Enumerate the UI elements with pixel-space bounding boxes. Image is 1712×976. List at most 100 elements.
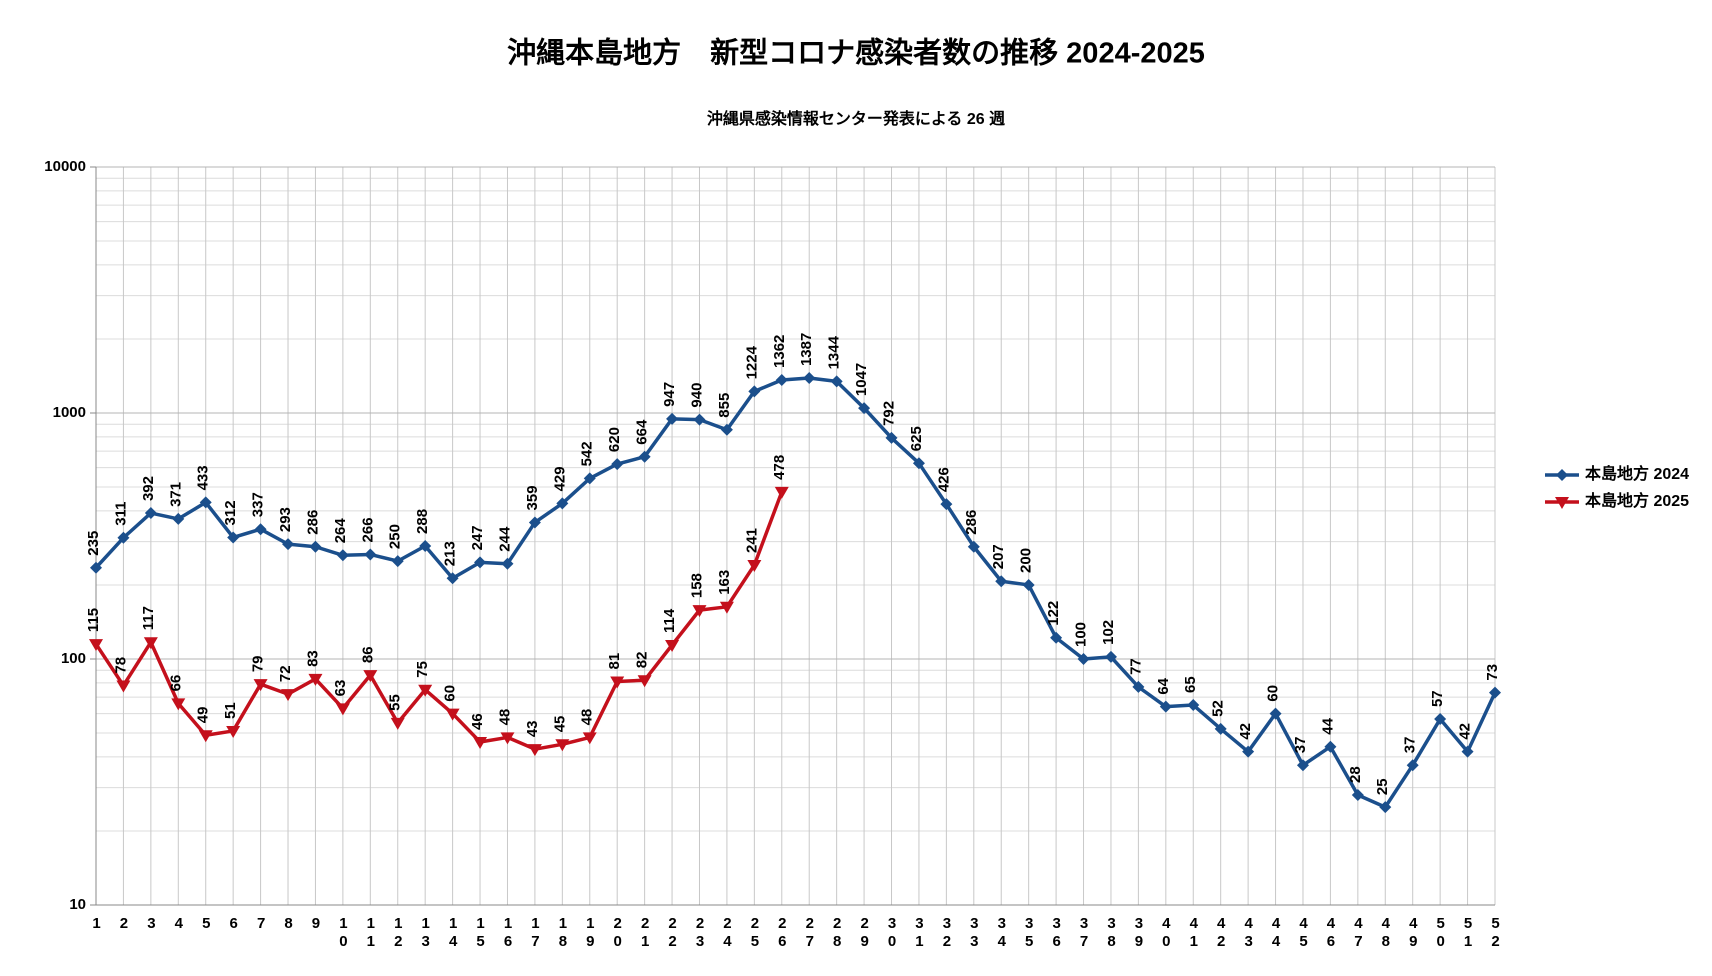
marker	[1324, 740, 1337, 753]
data-label: 49	[195, 707, 212, 724]
marker	[474, 556, 487, 569]
data-label: 79	[250, 655, 267, 672]
data-label: 51	[222, 702, 239, 719]
marker	[116, 680, 131, 693]
data-label: 115	[85, 608, 102, 632]
data-label: 247	[469, 525, 486, 550]
data-label: 235	[85, 531, 102, 556]
data-label: 1362	[771, 335, 788, 368]
data-label: 664	[634, 419, 651, 445]
data-label: 81	[606, 653, 623, 670]
marker	[144, 507, 157, 520]
marker	[226, 725, 241, 738]
data-label: 42	[1457, 723, 1474, 740]
data-label: 100	[1072, 622, 1089, 647]
marker	[90, 561, 102, 574]
data-label: 46	[469, 713, 486, 730]
x-tick-label: 20	[609, 915, 626, 951]
marker	[940, 498, 953, 511]
marker	[172, 512, 185, 525]
marker	[885, 431, 898, 444]
marker	[1104, 650, 1117, 663]
marker	[1379, 801, 1392, 814]
marker	[117, 531, 130, 544]
x-tick-label: 51	[1460, 915, 1477, 951]
marker	[335, 703, 350, 716]
data-label: 213	[442, 541, 459, 566]
marker	[693, 413, 706, 426]
marker	[1351, 788, 1364, 801]
data-label: 75	[414, 661, 431, 678]
x-tick-label: 29	[856, 915, 873, 951]
data-label: 947	[661, 382, 678, 407]
data-label: 266	[359, 517, 376, 542]
data-label: 64	[1155, 677, 1172, 694]
marker	[967, 540, 980, 553]
data-label: 163	[716, 570, 733, 595]
data-label: 55	[387, 694, 404, 711]
data-label: 264	[332, 518, 349, 544]
marker	[363, 670, 378, 683]
x-tick-label: 25	[746, 915, 763, 951]
marker	[748, 385, 761, 398]
data-label: 60	[442, 685, 459, 702]
marker	[747, 560, 762, 573]
data-label: 250	[387, 524, 404, 549]
marker	[1555, 497, 1569, 509]
x-tick-label: 24	[719, 915, 736, 951]
legend-label: 本島地方 2024	[1585, 464, 1689, 483]
data-label: 371	[167, 482, 184, 507]
data-label: 43	[524, 720, 541, 737]
data-label: 45	[551, 716, 568, 733]
x-tick-label: 43	[1240, 915, 1257, 951]
x-tick-label: 47	[1350, 915, 1367, 951]
marker	[1242, 745, 1255, 758]
marker	[1159, 700, 1172, 713]
x-tick-label: 7	[253, 915, 270, 933]
chart-subtitle: 沖縄県感染情報センター発表による 26 週	[707, 109, 1005, 128]
data-label: 48	[579, 709, 596, 726]
marker	[1022, 578, 1035, 591]
x-tick-label: 8	[280, 915, 297, 933]
marker	[364, 548, 377, 561]
marker	[253, 679, 268, 692]
data-label: 433	[195, 465, 212, 490]
data-label: 1224	[743, 345, 760, 379]
x-tick-label: 28	[829, 915, 846, 951]
x-tick-label: 34	[993, 915, 1010, 951]
data-label: 82	[634, 652, 651, 669]
data-label: 158	[688, 573, 705, 598]
y-tick-label: 10000	[44, 158, 86, 175]
x-tick-label: 30	[884, 915, 901, 951]
x-tick-label: 1	[88, 915, 105, 933]
marker	[254, 523, 267, 536]
y-tick-label: 10	[69, 896, 86, 913]
data-label: 288	[414, 509, 431, 534]
x-tick-label: 6	[225, 915, 242, 933]
marker	[1406, 759, 1419, 772]
data-label: 52	[1210, 700, 1227, 717]
data-label: 102	[1100, 620, 1117, 645]
x-tick-label: 3	[143, 915, 160, 933]
data-label: 42	[1237, 723, 1254, 740]
x-tick-label: 4	[170, 915, 187, 933]
data-label: 855	[716, 393, 733, 418]
marker	[830, 375, 843, 388]
data-label: 337	[250, 492, 267, 517]
marker	[775, 373, 788, 386]
marker	[281, 689, 296, 702]
data-label: 241	[743, 528, 760, 553]
x-tick-label: 32	[938, 915, 955, 951]
x-tick-label: 12	[390, 915, 407, 951]
x-tick-label: 19	[582, 915, 599, 951]
data-label: 73	[1484, 664, 1501, 681]
x-tick-label: 11	[362, 915, 379, 951]
marker	[1050, 631, 1063, 644]
data-label: 1047	[853, 363, 870, 396]
data-label: 286	[304, 510, 321, 535]
y-tick-label: 1000	[53, 404, 86, 421]
marker	[143, 637, 158, 650]
data-label: 244	[496, 526, 513, 552]
marker	[774, 486, 789, 499]
data-label: 37	[1402, 737, 1419, 754]
